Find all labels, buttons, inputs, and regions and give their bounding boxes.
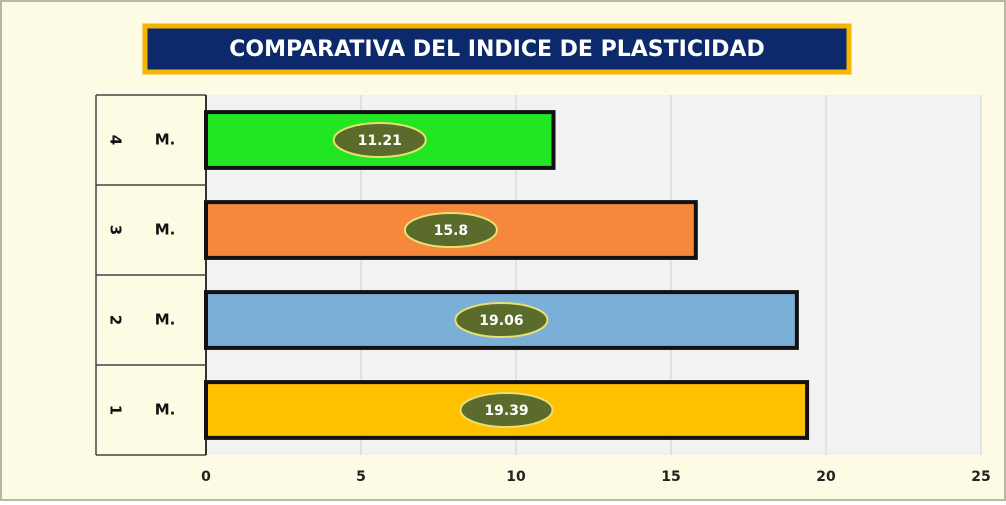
x-tick-label: 10: [506, 469, 526, 485]
data-label: 19.06: [479, 313, 523, 329]
data-label-bubble: [454, 302, 549, 338]
group-label: 3: [107, 225, 125, 235]
data-label-bubble: [403, 212, 498, 248]
data-label-bubble: [332, 122, 427, 158]
category-label: M.: [155, 131, 176, 149]
x-tick-label: 0: [201, 469, 211, 485]
group-label: 1: [107, 405, 125, 415]
x-tick-label: 25: [971, 469, 990, 485]
x-tick-label: 15: [661, 469, 680, 485]
category-label: M.: [155, 401, 176, 419]
category-label: M.: [155, 221, 176, 239]
data-label: 19.39: [484, 403, 528, 419]
plot: 0 5 10 15 20 25 1 M. 19.39 2 M. 19.06 3 M. 15.8 4 M. 11.2…: [95, 94, 991, 485]
data-label: 11.21: [358, 133, 402, 149]
x-tick-label: 20: [816, 469, 836, 485]
title-box: [142, 23, 852, 75]
category-label: M.: [155, 311, 176, 329]
group-label: 2: [107, 315, 125, 325]
group-label: 4: [107, 135, 125, 145]
chart-title: COMPARATIVA DEL INDICE DE PLASTICIDAD: [229, 37, 764, 62]
data-label: 15.8: [434, 223, 469, 239]
x-tick-label: 5: [356, 469, 366, 485]
data-label-bubble: [459, 392, 554, 428]
